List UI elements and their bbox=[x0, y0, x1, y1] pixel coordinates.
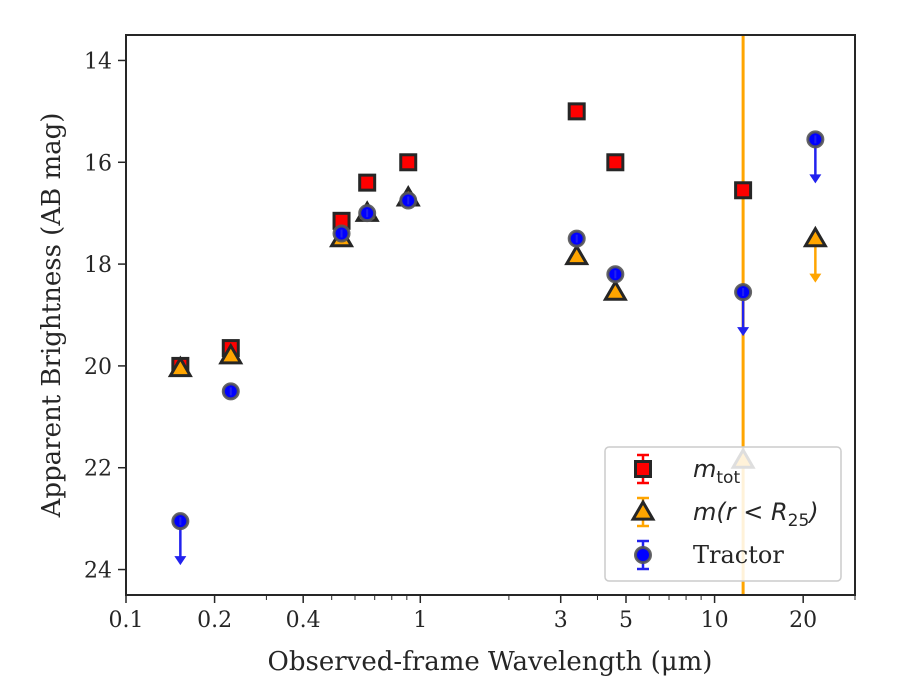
x-tick-label: 0.4 bbox=[286, 608, 321, 633]
legend-label: Tractor bbox=[693, 541, 784, 569]
y-tick-label: 22 bbox=[84, 457, 112, 482]
legend: mtot m(r < R25) Tractor bbox=[604, 446, 842, 582]
upper-limit-head bbox=[174, 556, 187, 566]
series-triangle bbox=[167, 185, 828, 469]
x-tick-label: 0.1 bbox=[109, 608, 144, 633]
y-tick-label: 18 bbox=[84, 253, 112, 278]
series-square bbox=[171, 102, 753, 375]
x-axis: 0.1 0.2 0.4 1 3 5 10 20 bbox=[109, 595, 856, 633]
x-tick-label: 0.2 bbox=[197, 608, 232, 633]
legend-label: mtot bbox=[693, 455, 740, 488]
upper-limit-head bbox=[809, 174, 822, 184]
x-tick-label: 3 bbox=[554, 608, 568, 633]
y-axis: 14 16 18 20 22 24 bbox=[84, 49, 126, 584]
x-tick-label: 10 bbox=[701, 608, 729, 633]
x-tick-label: 5 bbox=[619, 608, 633, 633]
plot-area bbox=[167, 35, 828, 595]
y-tick-label: 16 bbox=[84, 151, 112, 176]
legend-marker-circle bbox=[634, 546, 652, 564]
legend-box bbox=[604, 446, 842, 582]
upper-limit-head bbox=[737, 327, 750, 337]
y-tick-label: 20 bbox=[84, 355, 112, 380]
y-tick-label: 24 bbox=[84, 559, 112, 584]
x-tick-label: 20 bbox=[789, 608, 817, 633]
legend-marker-triangle bbox=[630, 499, 656, 521]
y-axis-title: Apparent Brightness (AB mag) bbox=[37, 113, 67, 519]
plot-frame bbox=[125, 34, 856, 596]
legend-marker-square bbox=[634, 460, 652, 478]
legend-label: m(r < R25) bbox=[693, 498, 819, 531]
x-axis-title: Observed-frame Wavelength (μm) bbox=[268, 647, 713, 677]
x-tick-label: 1 bbox=[413, 608, 427, 633]
y-tick-label: 14 bbox=[84, 49, 112, 74]
upper-limit-head bbox=[809, 273, 822, 283]
series-circle bbox=[171, 130, 825, 566]
